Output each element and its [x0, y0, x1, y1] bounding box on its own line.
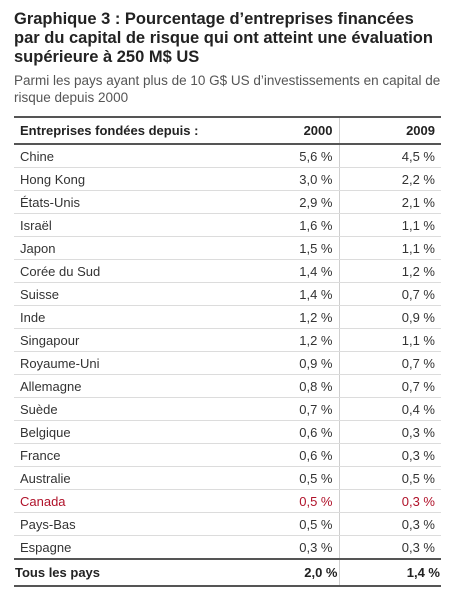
row-2000-cell: 1,6 % [237, 213, 340, 237]
table-row: Pays-Bas 0,5 % 0,3 % [14, 512, 441, 536]
row-country-cell: Australie [14, 466, 237, 490]
row-2000-cell: 5,6 % [237, 144, 340, 168]
row-2000-cell: 1,2 % [237, 305, 340, 329]
row-2000-cell: 0,5 % [237, 512, 340, 536]
table-row: Japon 1,5 % 1,1 % [14, 236, 441, 260]
row-2009-cell: 0,7 % [339, 374, 441, 398]
row-country-cell: Allemagne [14, 374, 237, 398]
row-country-cell: France [14, 443, 237, 467]
row-country-cell: Corée du Sud [14, 259, 237, 283]
row-2000-cell: 0,5 % [237, 489, 340, 513]
row-country-cell: Espagne [14, 535, 237, 560]
table-row: Allemagne 0,8 % 0,7 % [14, 374, 441, 398]
row-2009-cell: 2,1 % [339, 190, 441, 214]
row-2009-cell: 0,3 % [339, 535, 441, 560]
row-country-cell: Japon [14, 236, 237, 260]
row-country-cell: Pays-Bas [14, 512, 237, 536]
row-country-cell: Belgique [14, 420, 237, 444]
row-country-cell: Chine [14, 144, 237, 168]
row-2000-cell: 0,3 % [237, 535, 340, 560]
row-country-cell: Singapour [14, 328, 237, 352]
row-2000-cell: 3,0 % [237, 167, 340, 191]
row-2000-cell: 1,4 % [237, 259, 340, 283]
total-2000: 2,0 % [237, 558, 340, 587]
row-country-cell: Hong Kong [14, 167, 237, 191]
row-2009-cell: 0,9 % [339, 305, 441, 329]
row-country-cell: Suède [14, 397, 237, 421]
row-2000-cell: 0,6 % [237, 443, 340, 467]
table-row: Inde 1,2 % 0,9 % [14, 305, 441, 329]
row-2009-cell: 2,2 % [339, 167, 441, 191]
table-row: Corée du Sud 1,4 % 1,2 % [14, 259, 441, 283]
row-2009-cell: 4,5 % [339, 144, 441, 168]
table-row: Singapour 1,2 % 1,1 % [14, 328, 441, 352]
header-2009: 2009 [339, 116, 441, 145]
row-2009-cell: 0,7 % [339, 282, 441, 306]
chart-container: Graphique 3 : Pourcentage d’entreprises … [14, 10, 441, 587]
chart-title: Graphique 3 : Pourcentage d’entreprises … [14, 10, 433, 66]
data-table: Entreprises fondées depuis : 2000 2009 C… [14, 116, 441, 587]
row-2009-cell: 0,3 % [339, 512, 441, 536]
row-2009-cell: 0,3 % [339, 443, 441, 467]
table-row: Chine 5,6 % 4,5 % [14, 144, 441, 168]
row-2009-cell: 0,5 % [339, 466, 441, 490]
row-country-cell: Israël [14, 213, 237, 237]
row-2009-cell: 0,4 % [339, 397, 441, 421]
row-2000-cell: 0,9 % [237, 351, 340, 375]
row-2009-cell: 1,1 % [339, 328, 441, 352]
row-country-cell: États-Unis [14, 190, 237, 214]
row-2009-cell: 1,1 % [339, 236, 441, 260]
row-country-cell: Inde [14, 305, 237, 329]
table-row: Australie 0,5 % 0,5 % [14, 466, 441, 490]
chart-subtitle: Parmi les pays ayant plus de 10 G$ US d’… [14, 73, 441, 105]
header-country: Entreprises fondées depuis : [14, 116, 237, 145]
row-2000-cell: 1,5 % [237, 236, 340, 260]
row-2000-cell: 0,7 % [237, 397, 340, 421]
table-row: Espagne 0,3 % 0,3 % [14, 535, 441, 560]
table-row: Suisse 1,4 % 0,7 % [14, 282, 441, 306]
row-2000-cell: 0,8 % [237, 374, 340, 398]
header-2000: 2000 [237, 116, 340, 145]
row-2000-cell: 2,9 % [237, 190, 340, 214]
row-2009-cell: 1,1 % [339, 213, 441, 237]
row-2000-cell: 1,2 % [237, 328, 340, 352]
table-row: France 0,6 % 0,3 % [14, 443, 441, 467]
row-2000-cell: 1,4 % [237, 282, 340, 306]
row-2009-cell: 1,2 % [339, 259, 441, 283]
total-2009: 1,4 % [339, 558, 441, 587]
row-country-cell: Canada [14, 489, 237, 513]
row-country-cell: Royaume-Uni [14, 351, 237, 375]
row-2000-cell: 0,5 % [237, 466, 340, 490]
row-2009-cell: 0,7 % [339, 351, 441, 375]
table-row: Israël 1,6 % 1,1 % [14, 213, 441, 237]
table-row: Canada 0,5 % 0,3 % [14, 489, 441, 513]
table-row: Belgique 0,6 % 0,3 % [14, 420, 441, 444]
table-row: Suède 0,7 % 0,4 % [14, 397, 441, 421]
total-row: Tous les pays 2,0 % 1,4 % [14, 558, 441, 587]
table-row: Royaume-Uni 0,9 % 0,7 % [14, 351, 441, 375]
table-row: Hong Kong 3,0 % 2,2 % [14, 167, 441, 191]
total-label: Tous les pays [14, 558, 237, 587]
header-row: Entreprises fondées depuis : 2000 2009 [14, 116, 441, 145]
row-2009-cell: 0,3 % [339, 489, 441, 513]
row-2009-cell: 0,3 % [339, 420, 441, 444]
row-2000-cell: 0,6 % [237, 420, 340, 444]
table-body: Chine 5,6 % 4,5 % Hong Kong 3,0 % 2,2 % États-… [14, 144, 441, 560]
table-row: États-Unis 2,9 % 2,1 % [14, 190, 441, 214]
row-country-cell: Suisse [14, 282, 237, 306]
